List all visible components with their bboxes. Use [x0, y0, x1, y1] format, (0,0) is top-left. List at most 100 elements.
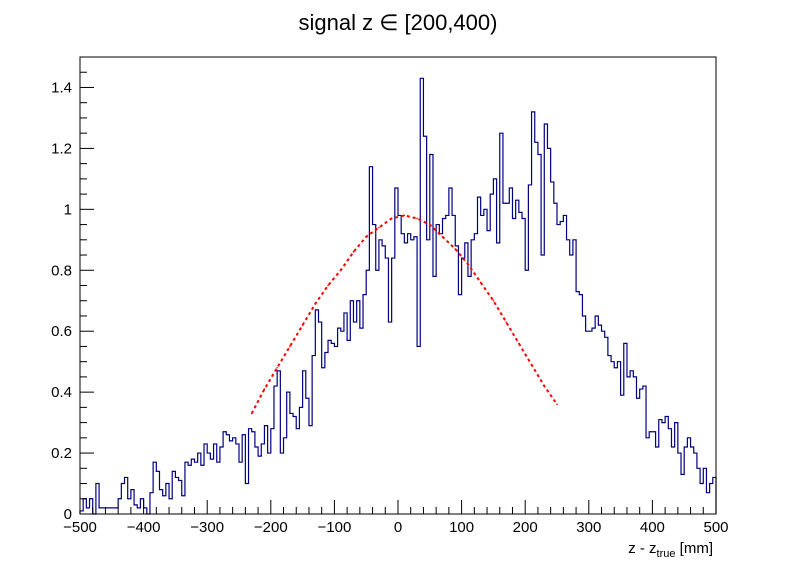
x-tick-label: −100: [318, 519, 352, 536]
fit-point: [505, 321, 507, 323]
histogram-bin: [315, 310, 318, 514]
fit-curve-series: [250, 214, 558, 415]
fit-point: [301, 324, 304, 326]
x-axis: −500 −400 −300 −200 −100 0 100 200 300 400 500: [63, 500, 729, 536]
histogram-bin: [210, 459, 213, 514]
histogram-bin: [350, 301, 353, 514]
y-tick-label: 0: [64, 506, 72, 523]
x-tick-label: 100: [449, 519, 474, 536]
histogram-bin: [671, 447, 674, 514]
fit-point: [276, 366, 278, 369]
histogram-bin: [277, 371, 280, 514]
histogram-bin: [242, 435, 245, 514]
histogram-bin: [465, 243, 468, 514]
histogram-bin: [357, 301, 360, 514]
fit-point: [429, 223, 431, 226]
histogram-bin: [592, 328, 595, 514]
histogram-bin: [309, 426, 312, 514]
histogram-bin: [236, 444, 239, 514]
histogram-bin: [617, 362, 620, 514]
histogram-bin: [557, 225, 560, 514]
histogram-bin: [255, 447, 258, 514]
histogram-bin: [338, 328, 341, 514]
histogram-bin: [446, 215, 449, 514]
histogram-bin: [188, 465, 191, 514]
histogram-bin: [512, 218, 515, 514]
histogram-bin: [388, 322, 391, 514]
histogram-bin: [382, 246, 385, 514]
histogram-bin: [455, 246, 458, 514]
x-tick-label: 300: [576, 519, 601, 536]
histogram-bin: [656, 447, 659, 514]
histogram-bin: [478, 197, 481, 514]
histogram-bin: [344, 313, 347, 514]
histogram-bin: [341, 331, 344, 514]
histogram-bin: [417, 346, 420, 514]
histogram-bin: [395, 188, 398, 514]
histogram-bin: [83, 499, 86, 514]
histogram-bin: [665, 417, 668, 514]
histogram-bin: [627, 377, 630, 514]
y-tick-label: 1.4: [51, 79, 72, 96]
histogram-bin: [233, 438, 236, 514]
histogram-bin: [264, 426, 267, 514]
x-axis-label-main: z - z: [628, 540, 656, 557]
histogram-bin: [319, 322, 322, 514]
x-tick-label: 400: [640, 519, 665, 536]
histogram-bin: [586, 331, 589, 514]
x-tick-label: 200: [513, 519, 538, 536]
histogram-bin: [646, 438, 649, 514]
fit-point: [390, 217, 393, 220]
histogram-bin: [624, 343, 627, 514]
histogram-bin: [385, 258, 388, 514]
histogram-bin: [697, 468, 700, 514]
histogram-bin: [563, 215, 566, 514]
histogram-bin: [220, 447, 223, 514]
histogram-bin: [579, 295, 582, 514]
histogram-bin: [293, 417, 296, 514]
histogram-bin: [360, 328, 363, 514]
histogram-bin: [443, 218, 446, 514]
histogram-bin: [423, 136, 426, 514]
x-tick-label: −500: [63, 519, 97, 536]
y-axis: 0 0.2 0.4 0.6 0.8 1 1.2 1.4: [51, 71, 94, 523]
histogram-bin: [150, 493, 153, 514]
histogram-series: [79, 77, 717, 515]
y-tick-label: 1.2: [51, 140, 72, 157]
x-tick-label: 500: [703, 519, 728, 536]
histogram-bin: [678, 453, 681, 514]
histogram-bin: [296, 429, 299, 514]
histogram-bin: [458, 295, 461, 514]
histogram-bin: [706, 493, 709, 514]
histogram-bin: [506, 203, 509, 514]
histogram-bin: [366, 270, 369, 514]
y-tick-label: 0.4: [51, 384, 72, 401]
histogram-bin: [363, 295, 366, 514]
histogram-bin: [198, 453, 201, 514]
fit-point: [314, 302, 317, 305]
histogram-bin: [369, 167, 372, 514]
fit-point: [365, 235, 368, 238]
histogram-bin: [589, 331, 592, 514]
histogram-bin: [662, 423, 665, 514]
histogram-bin: [373, 225, 376, 514]
histogram-bin: [163, 496, 166, 514]
histogram-bin: [172, 471, 175, 514]
histogram-bin: [433, 276, 436, 514]
histogram-bin: [630, 371, 633, 514]
histogram-bin: [611, 362, 614, 514]
chart-title: signal z ∈ [200,400): [299, 10, 498, 35]
histogram-bin: [528, 185, 531, 514]
histogram-bin: [99, 508, 102, 514]
fit-point: [339, 269, 342, 272]
histogram-bin: [408, 234, 411, 514]
histogram-bin: [175, 477, 178, 514]
histogram-bin: [353, 322, 356, 514]
histogram-bin: [226, 435, 229, 514]
histogram-bin: [554, 203, 557, 514]
histogram-bin: [570, 255, 573, 514]
histogram-bin: [710, 484, 713, 514]
histogram-bin: [153, 462, 156, 514]
y-tick-label: 0.8: [51, 262, 72, 279]
fit-point: [530, 363, 533, 366]
